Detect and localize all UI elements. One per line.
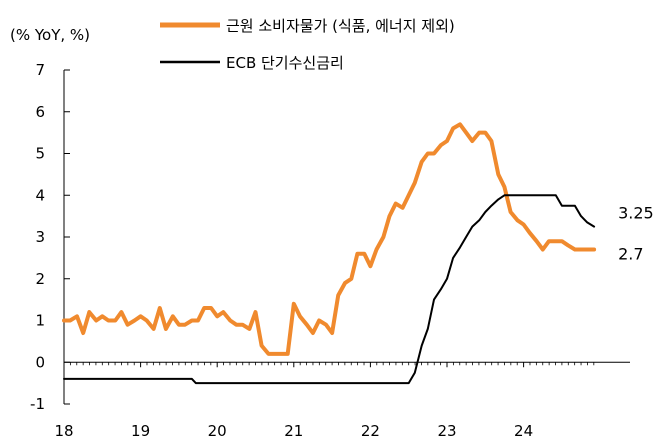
x-tick-label: 19 — [131, 422, 150, 440]
x-axis-ticks: 18 19 20 21 22 23 24 — [54, 362, 595, 440]
series-line-core-cpi — [62, 122, 597, 356]
x-tick-label: 20 — [208, 422, 227, 440]
x-tick-label: 23 — [437, 422, 456, 440]
series-line-ecb-rate — [63, 194, 596, 385]
y-tick-label: 5 — [35, 145, 45, 163]
x-tick-label: 18 — [54, 422, 73, 440]
x-tick-label: 21 — [284, 422, 303, 440]
y-tick-label: 0 — [35, 353, 45, 371]
end-label-core-cpi: 2.7 — [618, 245, 643, 264]
x-tick-label: 24 — [514, 422, 533, 440]
y-tick-label: 3 — [35, 228, 45, 246]
x-tick-label: 22 — [361, 422, 380, 440]
legend-label-ecb-rate: ECB 단기수신금리 — [226, 54, 344, 72]
y-tick-label: 1 — [35, 312, 45, 330]
legend: 근원 소비자물가 (식품, 에너지 제외) ECB 단기수신금리 — [160, 17, 455, 72]
unit-label: (% YoY, %) — [10, 26, 90, 44]
axes — [63, 70, 630, 404]
y-axis-ticks: -1 0 1 2 3 4 5 6 7 — [30, 61, 70, 413]
y-tick-label: -1 — [30, 395, 45, 413]
end-label-ecb-rate: 3.25 — [618, 204, 654, 223]
series-lines — [62, 122, 597, 385]
y-tick-label: 7 — [35, 61, 45, 79]
legend-label-core-cpi: 근원 소비자물가 (식품, 에너지 제외) — [226, 17, 455, 35]
y-tick-label: 2 — [35, 270, 45, 288]
end-labels: 2.7 3.25 — [618, 204, 654, 264]
y-tick-label: 4 — [35, 186, 45, 204]
y-tick-label: 6 — [35, 103, 45, 121]
